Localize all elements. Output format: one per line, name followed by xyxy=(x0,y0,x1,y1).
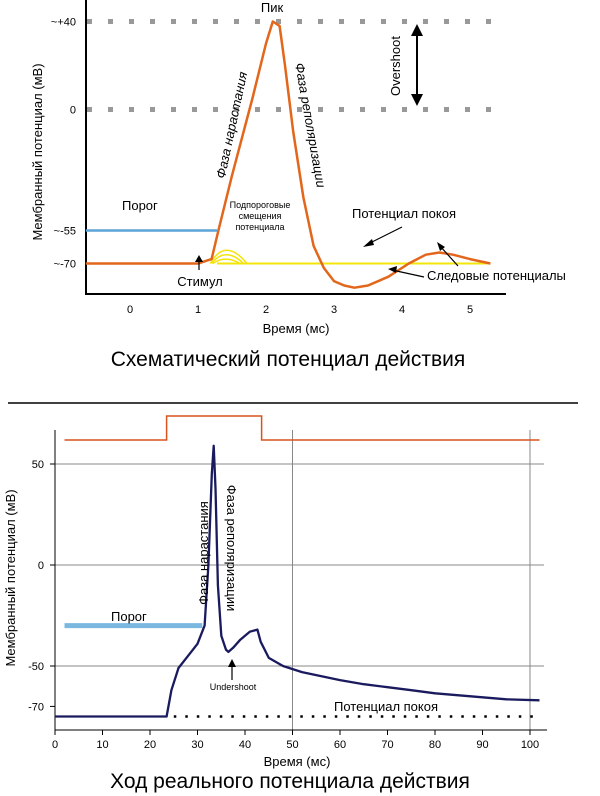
c1-x-tick-label: 0 xyxy=(127,304,133,316)
c1-series xyxy=(85,20,491,289)
c1-y-tick-label: ~-55 xyxy=(54,226,76,238)
c2-x-tick-label: 80 xyxy=(429,739,441,751)
c1-subthreshold-bump xyxy=(212,258,241,265)
c2-xlabel: Время (мс) xyxy=(264,754,331,769)
c2-x-tick-label: 20 xyxy=(144,739,156,751)
c1-title: Схематический потенциал действия xyxy=(111,348,466,371)
c1-ticks: 0 1 2 3 4 5 ~+40 0 ~-55 ~-70 xyxy=(51,17,473,317)
c1-repolarization-label: Фаза реполяризации xyxy=(292,62,329,189)
c2-title: Ход реального потенциала действия xyxy=(110,770,470,793)
c2-gridlines xyxy=(55,430,544,730)
c1-after-arrow-2 xyxy=(437,242,459,267)
c2-x-tick-label: 50 xyxy=(286,739,298,751)
c1-y-tick-label: ~+40 xyxy=(51,17,76,29)
c2-resting-label: Потенциал покоя xyxy=(334,699,438,714)
c1-y-tick-label: 0 xyxy=(70,105,76,117)
c2-undershoot-label: Undershoot xyxy=(210,682,257,692)
c1-ylabel: Мембранный потенциал (мВ) xyxy=(30,63,45,240)
c2-x-tick-label: 40 xyxy=(239,739,251,751)
c2-repolarization-label: Фаза реполяризации xyxy=(224,485,239,612)
c2-rising-label: Фаза нарастания xyxy=(196,501,211,605)
c1-x-tick-label: 4 xyxy=(399,304,405,316)
c2-x-tick-label: 30 xyxy=(191,739,203,751)
c1-overshoot-label: Overshoot xyxy=(388,36,403,96)
c2-x-tick-label: 60 xyxy=(334,739,346,751)
c1-overshoot-arrow xyxy=(411,24,423,106)
c2-x-tick-label: 0 xyxy=(52,739,58,751)
c1-xlabel: Время (мс) xyxy=(263,321,330,336)
c2-y-tick-label: -50 xyxy=(28,661,44,673)
c2-x-tick-label: 90 xyxy=(476,739,488,751)
c2-x-tick-label: 10 xyxy=(96,739,108,751)
c2-x-tick-label: 70 xyxy=(381,739,393,751)
c1-subthreshold-line-3: потенциала xyxy=(235,222,284,232)
c1-x-tick-label: 3 xyxy=(331,304,337,316)
c2-threshold-label: Порог xyxy=(111,609,147,624)
c2-y-tick-label: 0 xyxy=(38,560,44,572)
c1-subthreshold-bump xyxy=(211,253,245,265)
c1-after-label: Следовые потенциалы xyxy=(427,268,566,283)
c1-subthreshold-bump xyxy=(209,249,248,264)
c2-series xyxy=(55,415,540,718)
c2-y-tick-label: 50 xyxy=(32,459,44,471)
c1-y-tick-label: ~-70 xyxy=(54,259,76,271)
c1-x-tick-label: 2 xyxy=(263,304,269,316)
c2-y-tick-label: -70 xyxy=(28,701,44,713)
c1-x-tick-label: 5 xyxy=(467,304,473,316)
c2-undershoot-arrow xyxy=(228,659,236,680)
c1-stimulus-label: Стимул xyxy=(177,274,223,289)
c1-resting-label: Потенциал покоя xyxy=(352,206,456,221)
c1-after-arrow-1 xyxy=(388,266,425,278)
c2-ticks: 0 10 20 30 40 50 60 70 80 90 100 50 0 -50 -70 xyxy=(28,459,539,751)
c1-peak-label: Пик xyxy=(261,0,284,15)
real-chart: 0 10 20 30 40 50 60 70 80 90 100 50 0 -50 -70 Мембранн… xyxy=(3,415,547,793)
c1-stimulus-arrow xyxy=(195,255,203,270)
c2-x-tick-label: 100 xyxy=(521,739,539,751)
c1-action-potential-line xyxy=(85,20,491,289)
c2-ylabel: Мембранный потенциал (мВ) xyxy=(3,489,18,666)
c1-resting-arrow xyxy=(363,226,403,247)
schematic-chart: 0 1 2 3 4 5 ~+40 0 ~-55 ~-70 Мембранный потенциал… xyxy=(30,0,566,371)
c1-threshold-label: Порог xyxy=(122,198,158,213)
c1-subthreshold-line-1: Подпороговые xyxy=(230,200,291,210)
c1-subthreshold-line-2: смещения xyxy=(239,211,282,221)
c1-x-tick-label: 1 xyxy=(195,304,201,316)
c2-stimulus-trace xyxy=(64,415,540,441)
c2-action-potential-line xyxy=(55,444,540,718)
